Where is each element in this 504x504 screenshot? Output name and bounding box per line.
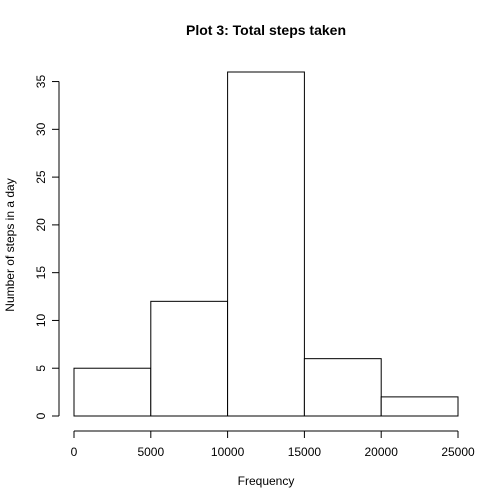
y-axis-label: Number of steps in a day [3, 178, 17, 311]
x-axis-label: Frequency [238, 474, 295, 488]
y-axis: 0 5 10 15 20 25 30 35 [34, 75, 60, 419]
x-axis: 0 5000 10000 15000 20000 25000 [71, 430, 475, 459]
y-tick-label-30: 30 [34, 122, 48, 136]
y-tick-label-15: 15 [34, 266, 48, 280]
histogram-bar-5 [380, 396, 459, 417]
y-tick-label-0: 0 [34, 412, 48, 419]
histogram-bar-1 [73, 367, 152, 417]
bars-group [73, 71, 459, 417]
x-tick-label-5000: 5000 [137, 445, 164, 459]
y-tick-label-20: 20 [34, 218, 48, 232]
x-tick-label-20000: 20000 [365, 445, 399, 459]
x-tick-label-10000: 10000 [211, 445, 245, 459]
y-tick-label-10: 10 [34, 313, 48, 327]
chart-title: Plot 3: Total steps taken [186, 22, 346, 38]
x-tick-label-25000: 25000 [441, 445, 475, 459]
y-tick-label-25: 25 [34, 170, 48, 184]
histogram-bar-2 [150, 300, 229, 417]
histogram-bar-4 [303, 358, 382, 417]
y-tick-label-5: 5 [34, 365, 48, 372]
histogram-bar-3 [227, 71, 305, 417]
x-tick-label-15000: 15000 [288, 445, 322, 459]
x-tick-label-0: 0 [71, 445, 78, 459]
y-tick-label-35: 35 [34, 75, 48, 89]
